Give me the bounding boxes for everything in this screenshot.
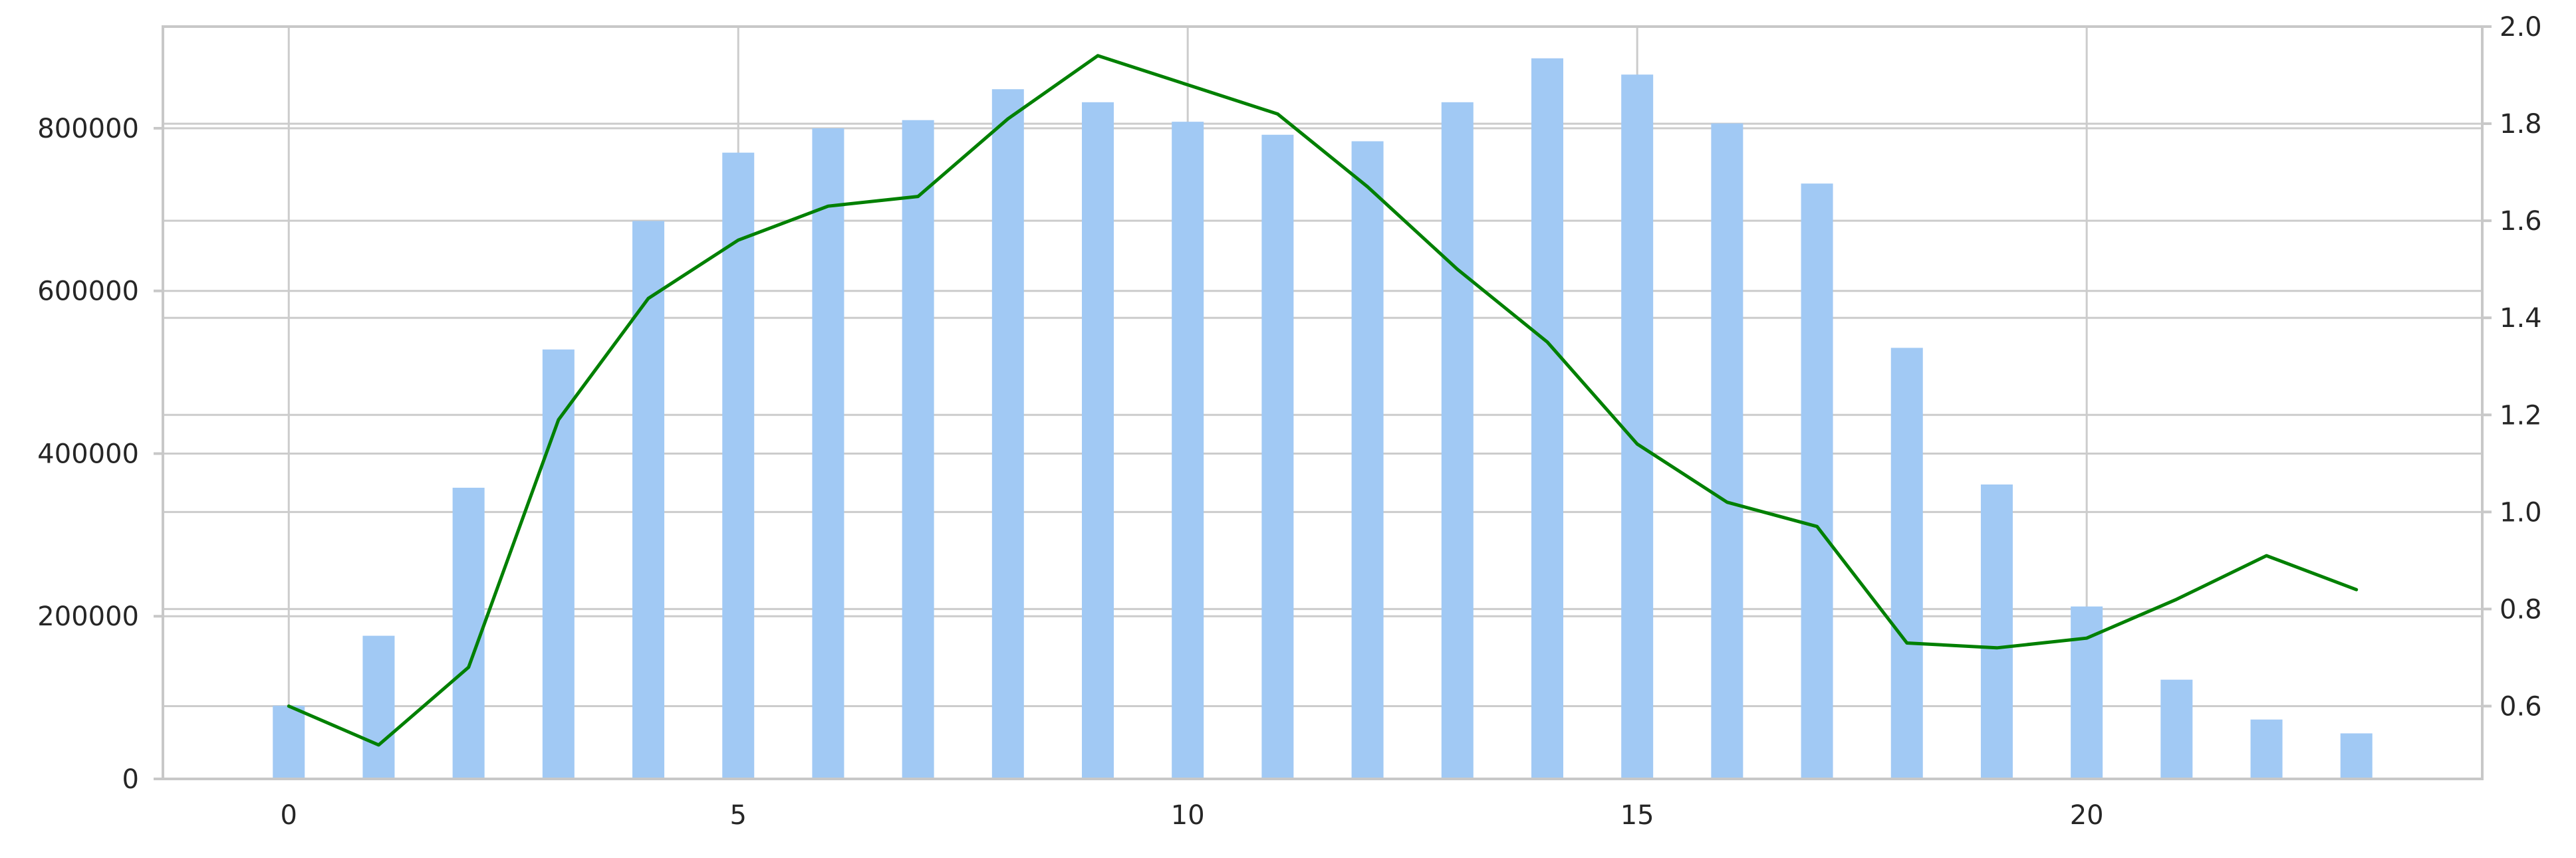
bar — [1082, 102, 1114, 779]
left-y-tick-label: 400000 — [37, 439, 139, 469]
left-y-tick-label: 200000 — [37, 601, 139, 632]
bar — [2160, 680, 2192, 779]
x-tick-label: 15 — [1620, 800, 1654, 831]
bar — [273, 706, 305, 779]
bar — [992, 89, 1024, 779]
right-y-axis: 0.6 0.8 1.0 1.2 1.4 1.6 1.8 2.0 — [2482, 12, 2542, 722]
right-y-tick-label: 0.6 — [2500, 691, 2542, 722]
bar — [543, 350, 575, 779]
plot-frame — [163, 27, 2482, 779]
bar — [1981, 484, 2013, 779]
left-y-axis: 0 200000 400000 600000 800000 — [37, 114, 163, 795]
bar — [1621, 74, 1653, 779]
bar — [902, 120, 934, 779]
bar — [362, 636, 394, 779]
right-y-tick-label: 0.8 — [2500, 594, 2542, 625]
x-tick-label: 5 — [730, 800, 747, 831]
line-series — [289, 56, 2356, 745]
bar — [632, 221, 664, 779]
bar — [1531, 58, 1563, 779]
bar — [2251, 720, 2283, 779]
x-tick-label: 10 — [1171, 800, 1205, 831]
bar-series — [273, 58, 2372, 779]
bar — [1172, 122, 1204, 779]
left-y-tick-label: 800000 — [37, 114, 139, 144]
line-path — [289, 56, 2356, 745]
bar — [1801, 183, 1833, 779]
bar — [1261, 135, 1293, 779]
axes-frame — [163, 27, 2482, 779]
right-y-tick-label: 1.8 — [2500, 109, 2542, 140]
bar — [1442, 102, 1474, 779]
bar — [1711, 124, 1743, 779]
right-y-tick-label: 1.2 — [2500, 400, 2542, 431]
gridlines — [163, 27, 2482, 779]
left-y-tick-label: 0 — [122, 764, 139, 795]
left-y-tick-label: 600000 — [37, 276, 139, 307]
bar — [2341, 733, 2373, 779]
x-tick-label: 20 — [2070, 800, 2104, 831]
x-axis: 0 5 10 15 20 — [281, 800, 2104, 831]
bar — [812, 128, 844, 779]
right-y-tick-label: 1.0 — [2500, 497, 2542, 528]
bar — [1352, 142, 1384, 779]
bar — [1891, 348, 1923, 779]
right-y-tick-label: 1.6 — [2500, 206, 2542, 237]
right-y-tick-label: 1.4 — [2500, 303, 2542, 334]
x-tick-label: 0 — [281, 800, 297, 831]
right-y-tick-label: 2.0 — [2500, 12, 2542, 43]
